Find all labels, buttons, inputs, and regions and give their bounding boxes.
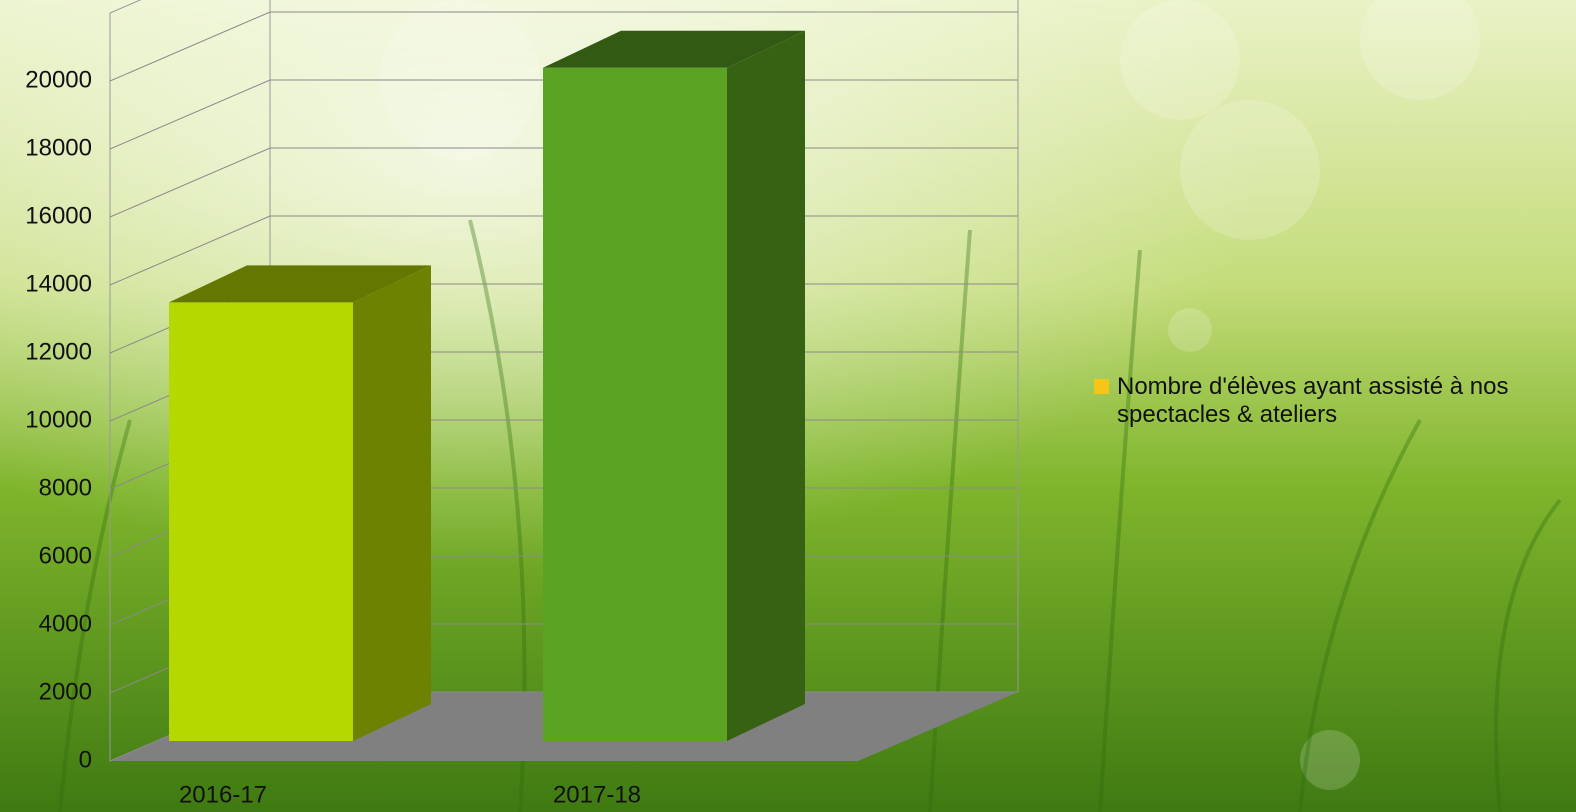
x-tick-label: 2016-17	[179, 781, 267, 808]
legend-swatch	[1094, 379, 1109, 394]
y-tick-label: 0	[79, 746, 92, 773]
bar-side	[727, 31, 805, 741]
y-tick-label: 2000	[39, 678, 92, 705]
y-tick-label: 14000	[25, 270, 92, 297]
y-tick-label: 8000	[39, 474, 92, 501]
y-tick-label: 6000	[39, 542, 92, 569]
legend-line: Nombre d'élèves ayant assisté à nos	[1117, 373, 1508, 400]
y-tick-label: 12000	[25, 338, 92, 365]
bar-front	[169, 302, 353, 741]
bar	[543, 31, 805, 741]
y-tick-label: 20000	[25, 66, 92, 93]
bar-side	[353, 265, 431, 741]
y-tick-label: 10000	[25, 406, 92, 433]
y-tick-label: 16000	[25, 202, 92, 229]
chart-container: 0 2000 4000 6000 8000 10000 12000 14000 16000 180…	[0, 0, 1576, 812]
chart: 0 2000 4000 6000 8000 10000 12000 14000 16000 180…	[0, 0, 1576, 812]
y-tick-label: 18000	[25, 134, 92, 161]
y-tick-label: 4000	[39, 610, 92, 637]
bar-front	[543, 68, 727, 741]
x-tick-label: 2017-18	[553, 781, 641, 808]
bar	[169, 265, 431, 741]
legend-line: spectacles & ateliers	[1117, 401, 1337, 428]
